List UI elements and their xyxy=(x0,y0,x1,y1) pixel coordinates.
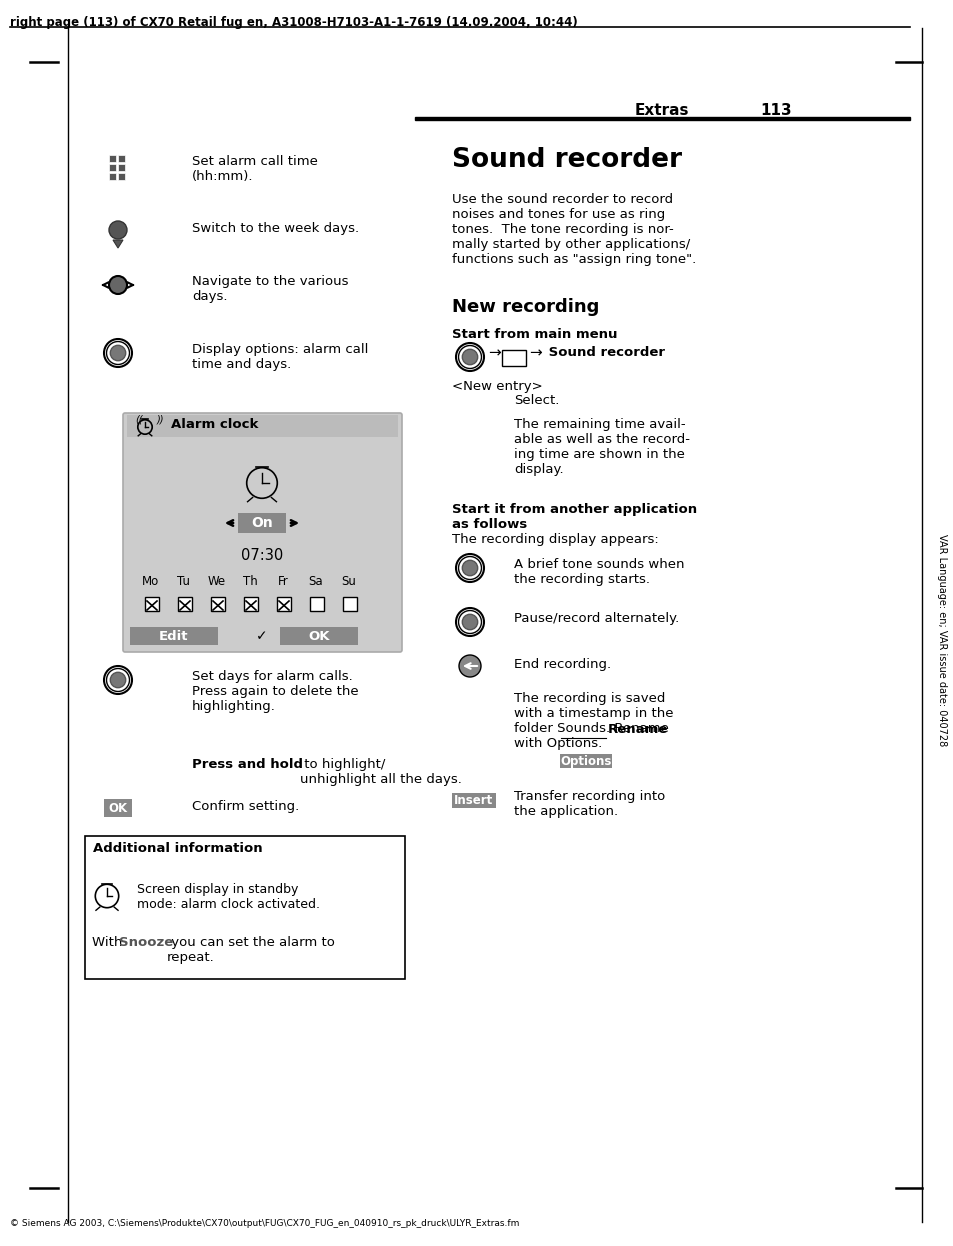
Bar xyxy=(280,627,357,645)
Bar xyxy=(244,597,257,611)
Text: On: On xyxy=(251,516,273,530)
Text: <New entry>: <New entry> xyxy=(452,380,542,392)
Bar xyxy=(415,117,909,120)
Circle shape xyxy=(462,614,477,629)
Text: Start it from another application
as follows: Start it from another application as fol… xyxy=(452,503,697,531)
Bar xyxy=(109,164,115,171)
Bar xyxy=(118,156,125,162)
Bar xyxy=(276,597,291,611)
Circle shape xyxy=(111,345,126,360)
Text: Confirm setting.: Confirm setting. xyxy=(192,800,299,812)
Text: →: → xyxy=(488,345,500,360)
Text: Screen display in standby
mode: alarm clock activated.: Screen display in standby mode: alarm cl… xyxy=(137,883,319,911)
Text: Switch to the week days.: Switch to the week days. xyxy=(192,222,358,235)
Text: With: With xyxy=(91,936,127,949)
Text: Sa: Sa xyxy=(309,574,323,588)
Text: VAR Language: en; VAR issue date: 040728: VAR Language: en; VAR issue date: 040728 xyxy=(936,533,946,746)
Text: Fr: Fr xyxy=(277,574,288,588)
Text: The remaining time avail-
able as well as the record-
ing time are shown in the
: The remaining time avail- able as well a… xyxy=(514,417,689,476)
Circle shape xyxy=(111,673,126,688)
Text: Mo: Mo xyxy=(142,574,159,588)
Bar xyxy=(501,350,525,366)
Bar xyxy=(127,415,397,437)
Circle shape xyxy=(109,221,127,239)
Text: Navigate to the various
days.: Navigate to the various days. xyxy=(192,275,348,303)
Text: Edit: Edit xyxy=(159,629,189,643)
Text: you can set the alarm to
repeat.: you can set the alarm to repeat. xyxy=(167,936,335,964)
Text: Insert: Insert xyxy=(454,794,493,806)
Bar xyxy=(118,164,125,171)
Bar xyxy=(104,799,132,817)
Circle shape xyxy=(462,349,477,365)
Bar xyxy=(109,173,115,179)
Text: © Siemens AG 2003, C:\Siemens\Produkte\CX70\output\FUG\CX70_FUG_en_040910_rs_pk_: © Siemens AG 2003, C:\Siemens\Produkte\C… xyxy=(10,1219,518,1229)
Text: Su: Su xyxy=(341,574,356,588)
Text: OK: OK xyxy=(109,801,128,815)
Text: ✓: ✓ xyxy=(256,629,268,643)
Text: to highlight/
unhighlight all the days.: to highlight/ unhighlight all the days. xyxy=(299,758,461,786)
Text: Start from main menu: Start from main menu xyxy=(452,328,617,341)
Text: 113: 113 xyxy=(760,103,791,118)
Text: End recording.: End recording. xyxy=(514,658,611,672)
Circle shape xyxy=(458,655,480,677)
Bar xyxy=(118,173,125,179)
Text: Display options: alarm call
time and days.: Display options: alarm call time and day… xyxy=(192,343,368,371)
Bar xyxy=(237,513,286,533)
Bar xyxy=(310,597,324,611)
Text: Options: Options xyxy=(559,755,611,768)
Text: Transfer recording into
the application.: Transfer recording into the application. xyxy=(514,790,664,819)
Text: Use the sound recorder to record
noises and tones for use as ring
tones.  The to: Use the sound recorder to record noises … xyxy=(452,193,696,265)
Text: A brief tone sounds when
the recording starts.: A brief tone sounds when the recording s… xyxy=(514,558,684,586)
Text: Pause/record alternately.: Pause/record alternately. xyxy=(514,612,679,625)
Text: OK: OK xyxy=(308,629,330,643)
Text: Additional information: Additional information xyxy=(92,842,262,855)
Bar xyxy=(211,597,225,611)
Text: Sound recorder: Sound recorder xyxy=(543,345,664,359)
Text: Set days for alarm calls.
Press again to delete the
highlighting.: Set days for alarm calls. Press again to… xyxy=(192,670,358,713)
Text: ((: (( xyxy=(135,415,142,425)
Bar xyxy=(85,836,405,979)
Text: New recording: New recording xyxy=(452,298,598,316)
Bar xyxy=(109,156,115,162)
Text: Extras: Extras xyxy=(635,103,689,118)
Text: Th: Th xyxy=(242,574,257,588)
Bar xyxy=(452,792,496,807)
Text: Set alarm call time
(hh:mm).: Set alarm call time (hh:mm). xyxy=(192,155,317,183)
Text: We: We xyxy=(208,574,226,588)
Text: →: → xyxy=(529,345,541,360)
Text: Sound recorder: Sound recorder xyxy=(452,147,681,173)
Text: right page (113) of CX70 Retail fug en, A31008-H7103-A1-1-7619 (14.09.2004, 10:4: right page (113) of CX70 Retail fug en, … xyxy=(10,16,578,29)
Text: )): )) xyxy=(157,415,164,425)
Bar xyxy=(343,597,356,611)
Text: The recording display appears:: The recording display appears: xyxy=(452,533,659,546)
Text: 07:30: 07:30 xyxy=(240,548,283,563)
Bar xyxy=(178,597,192,611)
Text: Tu: Tu xyxy=(177,574,191,588)
Text: Snooze: Snooze xyxy=(119,936,173,949)
Polygon shape xyxy=(112,240,123,248)
Text: Select.: Select. xyxy=(514,394,558,407)
Text: Press and hold: Press and hold xyxy=(192,758,303,771)
Circle shape xyxy=(109,277,127,294)
Bar xyxy=(145,597,159,611)
Text: The recording is saved
with a timestamp in the
folder Sounds. Rename
with Option: The recording is saved with a timestamp … xyxy=(514,692,673,750)
Bar xyxy=(559,754,612,768)
FancyBboxPatch shape xyxy=(123,412,401,652)
Circle shape xyxy=(462,561,477,576)
Text: Alarm clock: Alarm clock xyxy=(171,417,258,431)
Text: Rename: Rename xyxy=(607,723,668,736)
Bar xyxy=(130,627,218,645)
